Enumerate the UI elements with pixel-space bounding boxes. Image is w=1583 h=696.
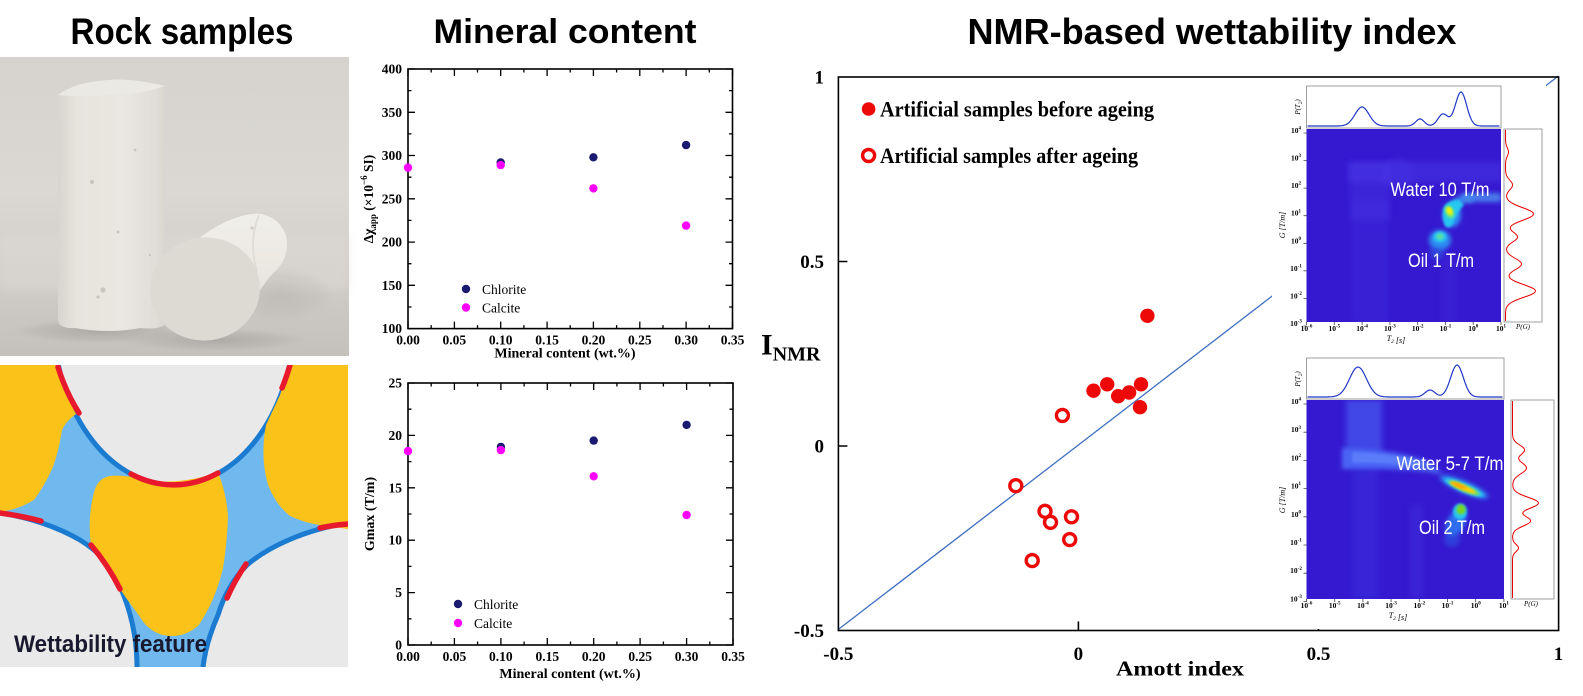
svg-text:0.20: 0.20 <box>582 333 606 348</box>
svg-text:0.5: 0.5 <box>1307 644 1331 665</box>
svg-text:10-5: 10-5 <box>1329 601 1341 610</box>
svg-text:0.25: 0.25 <box>628 649 652 664</box>
svg-text:0.15: 0.15 <box>535 333 559 348</box>
svg-text:104: 104 <box>1291 397 1302 406</box>
svg-text:-0.5: -0.5 <box>823 644 853 665</box>
svg-text:-0.5: -0.5 <box>794 621 824 642</box>
svg-text:Gmax (T/m): Gmax (T/m) <box>363 477 378 552</box>
svg-text:0: 0 <box>1074 644 1084 665</box>
svg-text:200: 200 <box>382 235 403 250</box>
svg-text:P(G): P(G) <box>1515 323 1531 331</box>
svg-text:Mineral content (wt.%): Mineral content (wt.%) <box>499 667 640 682</box>
svg-text:1: 1 <box>1554 644 1564 665</box>
svg-text:100: 100 <box>1291 510 1302 519</box>
svg-text:T2 [s]: T2 [s] <box>1389 611 1408 622</box>
svg-text:0: 0 <box>815 437 825 458</box>
svg-text:Artificial samples after agein: Artificial samples after ageing <box>880 143 1138 168</box>
svg-text:10-1: 10-1 <box>1440 324 1452 333</box>
svg-text:0.35: 0.35 <box>721 649 745 664</box>
svg-text:0.00: 0.00 <box>396 333 420 348</box>
svg-text:100: 100 <box>1468 324 1479 333</box>
svg-text:P(T2): P(T2) <box>1294 371 1304 388</box>
svg-text:Oil 2 T/m: Oil 2 T/m <box>1419 518 1485 539</box>
svg-text:101: 101 <box>1499 601 1510 610</box>
svg-text:10-4: 10-4 <box>1356 324 1368 333</box>
svg-text:Calcite: Calcite <box>474 616 512 631</box>
svg-text:10-1: 10-1 <box>1442 601 1454 610</box>
svg-text:10-3: 10-3 <box>1384 324 1396 333</box>
svg-text:250: 250 <box>382 191 403 206</box>
svg-text:15: 15 <box>389 480 403 495</box>
svg-text:0: 0 <box>395 638 402 653</box>
svg-text:Oil 1 T/m: Oil 1 T/m <box>1408 251 1474 272</box>
svg-text:25: 25 <box>389 376 403 391</box>
svg-text:0.15: 0.15 <box>535 649 559 664</box>
svg-text:Chlorite: Chlorite <box>474 597 518 612</box>
svg-text:300: 300 <box>382 148 403 163</box>
svg-text:Mineral content (wt.%): Mineral content (wt.%) <box>494 347 635 362</box>
svg-text:0.05: 0.05 <box>443 649 467 664</box>
svg-text:Δχapp (×10−6 SI): Δχapp (×10−6 SI) <box>359 155 378 244</box>
svg-text:101: 101 <box>1291 482 1302 491</box>
svg-text:10: 10 <box>389 533 403 548</box>
svg-text:Amott index: Amott index <box>1116 657 1244 681</box>
svg-text:G [T/m]: G [T/m] <box>1278 487 1287 513</box>
svg-text:10-1: 10-1 <box>1290 264 1302 273</box>
svg-text:10-2: 10-2 <box>1290 566 1302 575</box>
svg-text:0.20: 0.20 <box>582 649 606 664</box>
svg-text:150: 150 <box>382 278 403 293</box>
svg-text:104: 104 <box>1291 126 1302 135</box>
svg-text:10-4: 10-4 <box>1357 601 1369 610</box>
svg-text:Chlorite: Chlorite <box>482 282 526 297</box>
svg-text:10-5: 10-5 <box>1328 324 1340 333</box>
svg-text:10-3: 10-3 <box>1290 594 1302 603</box>
svg-text:0.05: 0.05 <box>443 333 467 348</box>
svg-text:Mineral content: Mineral content <box>434 13 698 51</box>
svg-text:400: 400 <box>382 62 403 77</box>
svg-text:0.5: 0.5 <box>800 252 824 273</box>
svg-text:102: 102 <box>1291 453 1302 462</box>
svg-text:100: 100 <box>1471 601 1482 610</box>
svg-text:103: 103 <box>1291 425 1302 434</box>
svg-text:Calcite: Calcite <box>482 301 520 316</box>
svg-text:P(T2): P(T2) <box>1294 99 1304 116</box>
svg-text:10-6: 10-6 <box>1301 601 1313 610</box>
svg-text:0.10: 0.10 <box>489 649 513 664</box>
svg-text:10-3: 10-3 <box>1290 319 1302 328</box>
svg-text:10-2: 10-2 <box>1290 291 1302 300</box>
svg-text:100: 100 <box>382 321 403 336</box>
svg-text:0.35: 0.35 <box>721 333 745 348</box>
svg-text:1: 1 <box>815 68 825 89</box>
svg-text:Artificial samples before agei: Artificial samples before ageing <box>880 97 1154 122</box>
svg-text:10-1: 10-1 <box>1290 538 1302 547</box>
svg-text:10-2: 10-2 <box>1413 601 1425 610</box>
svg-text:5: 5 <box>395 585 402 600</box>
svg-text:0.25: 0.25 <box>628 333 652 348</box>
svg-text:0.00: 0.00 <box>396 649 420 664</box>
svg-text:103: 103 <box>1291 154 1302 163</box>
svg-text:Water 10 T/m: Water 10 T/m <box>1391 180 1490 201</box>
svg-text:G [T/m]: G [T/m] <box>1278 212 1287 238</box>
svg-text:P(G): P(G) <box>1523 600 1539 608</box>
svg-text:Water 5-7 T/m: Water 5-7 T/m <box>1397 454 1504 475</box>
svg-text:10-2: 10-2 <box>1412 324 1424 333</box>
svg-text:10-3: 10-3 <box>1385 601 1397 610</box>
svg-text:101: 101 <box>1496 324 1507 333</box>
svg-text:102: 102 <box>1291 181 1302 190</box>
svg-text:101: 101 <box>1291 209 1302 218</box>
svg-text:10-6: 10-6 <box>1301 324 1313 333</box>
svg-text:NMR-based wettability index: NMR-based wettability index <box>968 11 1457 52</box>
svg-text:0.10: 0.10 <box>489 333 513 348</box>
svg-text:Rock samples: Rock samples <box>71 11 294 52</box>
svg-text:Wettability feature: Wettability feature <box>14 631 207 658</box>
svg-text:350: 350 <box>382 105 403 120</box>
svg-text:100: 100 <box>1291 236 1302 245</box>
svg-text:20: 20 <box>389 428 403 443</box>
svg-text:0.30: 0.30 <box>674 333 698 348</box>
svg-text:T2 [s]: T2 [s] <box>1387 334 1406 345</box>
svg-text:0.30: 0.30 <box>675 649 699 664</box>
